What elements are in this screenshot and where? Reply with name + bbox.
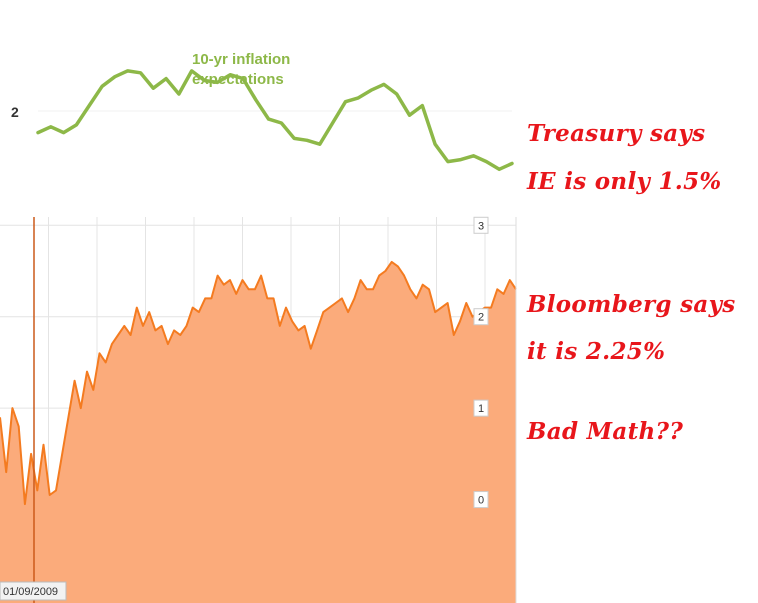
- bottom-chart-ytick-box: [473, 216, 489, 234]
- bottom-chart-ytick-label: 2: [478, 312, 484, 324]
- bottom-chart-series-line: [0, 260, 517, 506]
- bottom-chart-area-fill: [0, 261, 516, 603]
- annotation-treasury-says: Treasury says: [527, 120, 706, 147]
- bottom-chart-ytick-labels: 3 2 1 0: [473, 216, 489, 509]
- bottom-chart-ytick-box: [473, 308, 489, 326]
- annotation-bloomberg-says: Bloomberg says: [527, 291, 736, 318]
- bottom-chart-ytick-label: 0: [478, 495, 484, 507]
- annotation-ie-only: IE is only 1.5%: [527, 168, 722, 195]
- date-label: 01/09/2009: [3, 586, 58, 598]
- top-chart-title-line-1: 10-yr inflation: [192, 51, 290, 68]
- treasury-inflation-chart: 2 10-yr inflation expectations: [11, 51, 514, 172]
- annotation-bad-math: Bad Math??: [527, 418, 684, 445]
- top-chart-ytick-label: 2: [11, 104, 19, 120]
- annotation-it-is: it is 2.25%: [527, 338, 666, 365]
- bloomberg-breakeven-chart: 3 2 1 0 01/09/2009: [0, 216, 517, 603]
- date-label-box: [0, 581, 67, 601]
- bottom-chart-ytick-label: 3: [478, 220, 484, 232]
- bottom-chart-ytick-box: [473, 399, 489, 417]
- bottom-chart-ytick-box: [473, 491, 489, 509]
- top-chart-series-line: [36, 69, 514, 172]
- bottom-chart-ytick-label: 1: [478, 403, 484, 415]
